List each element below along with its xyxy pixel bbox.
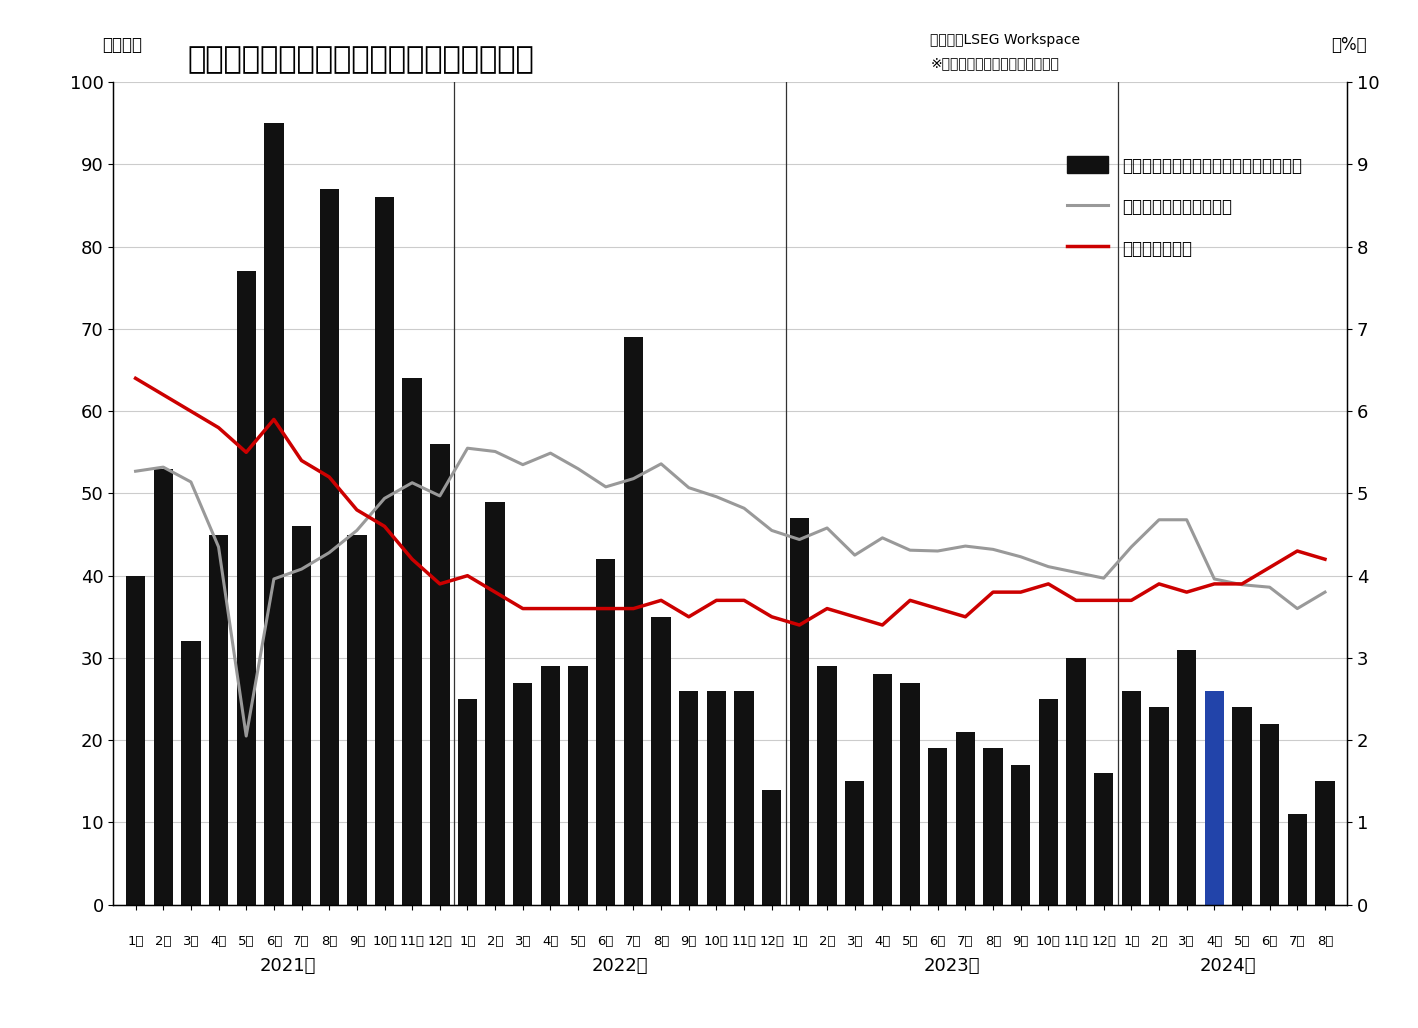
Bar [458, 699, 478, 905]
Bar [1177, 650, 1197, 905]
Bar [264, 123, 284, 905]
Bar [983, 748, 1003, 905]
Bar [1288, 814, 1307, 905]
Bar [817, 666, 837, 905]
Bar [624, 337, 644, 905]
Text: 2024年: 2024年 [1200, 957, 1256, 976]
Bar [540, 666, 560, 905]
Legend: 非農業部門就業者数前月比増減（左軸）, 平均時給増減率（右軸）, 失業率（右軸）: 非農業部門就業者数前月比増減（左軸）, 平均時給増減率（右軸）, 失業率（右軸） [1066, 156, 1302, 258]
Text: 米国の就業者数の増減と失業率などの推移: 米国の就業者数の増減と失業率などの推移 [187, 45, 535, 74]
Bar [1038, 699, 1058, 905]
Text: データ：LSEG Workspace: データ：LSEG Workspace [930, 33, 1081, 47]
Bar [1316, 781, 1334, 905]
Bar [679, 691, 699, 905]
Bar [651, 617, 671, 905]
Bar [292, 526, 311, 905]
Bar [735, 691, 754, 905]
Bar [1011, 765, 1031, 905]
Bar [927, 748, 947, 905]
Bar [182, 641, 200, 905]
Bar [153, 469, 173, 905]
Bar [430, 444, 450, 905]
Bar [761, 790, 781, 905]
Bar [403, 378, 423, 905]
Bar [872, 674, 892, 905]
Text: 2021年: 2021年 [259, 957, 316, 976]
Bar [1150, 707, 1168, 905]
Bar [513, 683, 533, 905]
Bar [706, 691, 726, 905]
Bar [1232, 707, 1252, 905]
Text: （%）: （%） [1332, 36, 1367, 54]
Bar [347, 535, 366, 905]
Bar [1122, 691, 1141, 905]
Text: 2022年: 2022年 [591, 957, 648, 976]
Bar [237, 271, 255, 905]
Bar [1095, 773, 1113, 905]
Bar [845, 781, 865, 905]
Bar [596, 559, 615, 905]
Bar [900, 683, 920, 905]
Text: 2023年: 2023年 [923, 957, 980, 976]
Bar [374, 197, 394, 905]
Bar [790, 518, 810, 905]
Bar [126, 576, 145, 905]
Bar [319, 189, 339, 905]
Bar [956, 732, 976, 905]
Bar [208, 535, 228, 905]
Bar [569, 666, 588, 905]
Bar [1066, 658, 1086, 905]
Bar [1261, 724, 1279, 905]
Bar [1205, 691, 1224, 905]
Text: ※平均時給の増減率は前年同月比: ※平均時給の増減率は前年同月比 [930, 57, 1059, 71]
Bar [485, 502, 505, 905]
Text: （万人）: （万人） [102, 36, 142, 54]
